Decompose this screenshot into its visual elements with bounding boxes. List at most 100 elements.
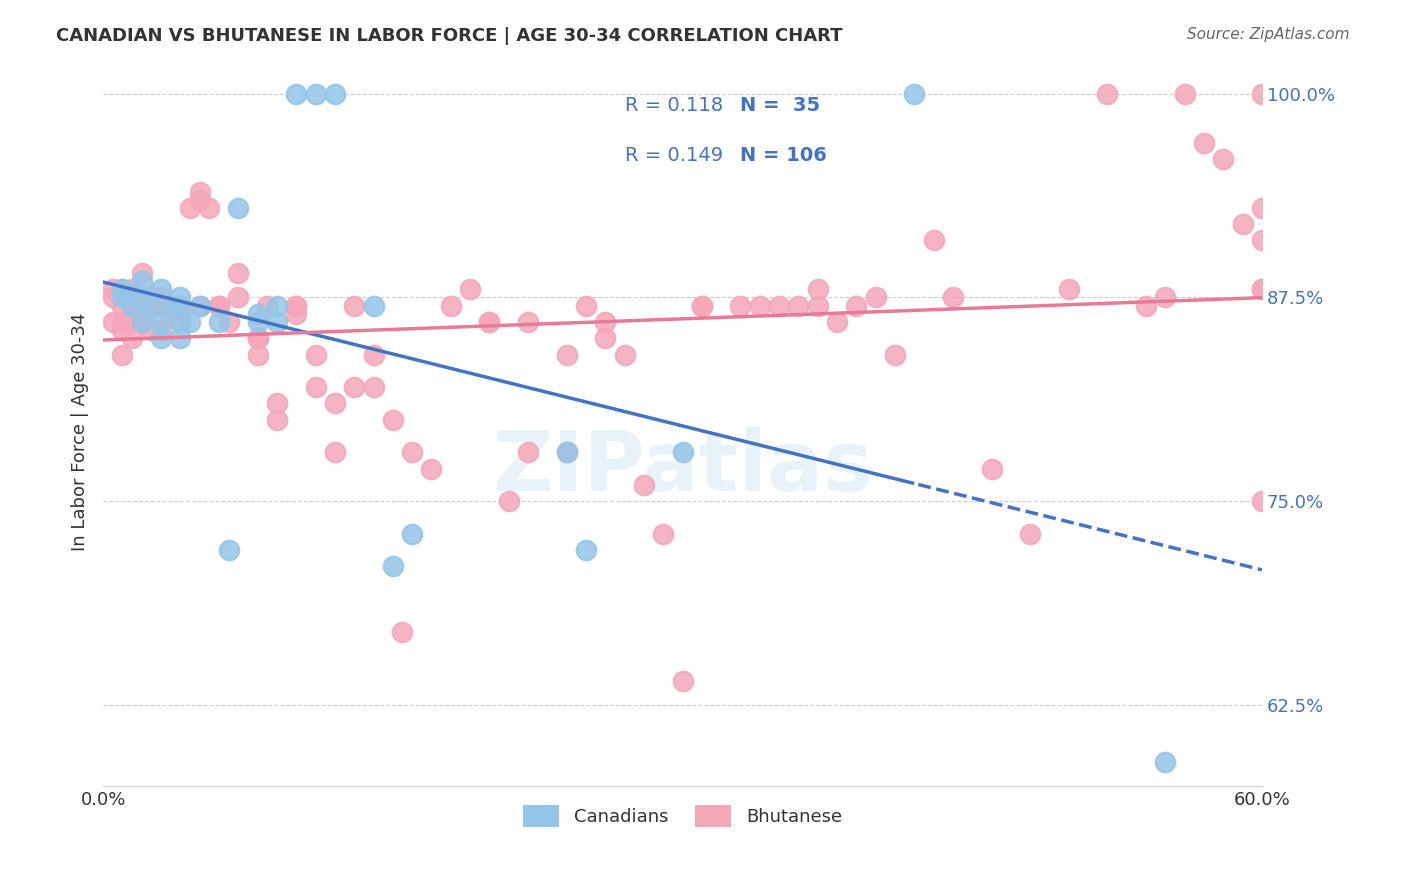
Bhutanese [1251, 282, 1274, 296]
Bhutanese [208, 299, 231, 313]
Bhutanese [363, 347, 385, 361]
Bhutanese [208, 299, 231, 313]
Canadians [150, 315, 173, 329]
Bhutanese [150, 291, 173, 305]
Bhutanese [131, 291, 153, 305]
Bhutanese [517, 445, 540, 459]
Bhutanese [150, 323, 173, 337]
Canadians [159, 299, 181, 313]
Bhutanese [131, 315, 153, 329]
Canadians [169, 331, 191, 345]
Bhutanese [131, 299, 153, 313]
Bhutanese [131, 266, 153, 280]
Bhutanese [121, 282, 143, 296]
Bhutanese [1251, 201, 1274, 215]
Bhutanese [884, 347, 907, 361]
Bhutanese [1192, 136, 1215, 150]
Bhutanese [787, 299, 810, 313]
Bhutanese [865, 291, 887, 305]
Bhutanese [363, 380, 385, 394]
Bhutanese [111, 291, 134, 305]
Bhutanese [246, 331, 269, 345]
Bhutanese [807, 282, 830, 296]
Bhutanese [246, 331, 269, 345]
Bhutanese [266, 396, 288, 410]
Canadians [169, 299, 191, 313]
Bhutanese [942, 291, 965, 305]
Bhutanese [1097, 87, 1119, 101]
Bhutanese [391, 624, 413, 639]
Y-axis label: In Labor Force | Age 30-34: In Labor Force | Age 30-34 [72, 313, 89, 551]
Bhutanese [111, 299, 134, 313]
Bhutanese [671, 673, 693, 688]
Bhutanese [169, 299, 191, 313]
Canadians [323, 87, 346, 101]
Bhutanese [922, 234, 945, 248]
Canadians [1154, 755, 1177, 769]
Bhutanese [980, 461, 1002, 475]
Canadians [266, 299, 288, 313]
Bhutanese [440, 299, 463, 313]
Bhutanese [198, 201, 221, 215]
Canadians [169, 291, 191, 305]
Canadians [169, 315, 191, 329]
Canadians [131, 315, 153, 329]
Canadians [671, 445, 693, 459]
Canadians [131, 291, 153, 305]
Bhutanese [633, 478, 655, 492]
Bhutanese [458, 282, 481, 296]
Bhutanese [159, 299, 181, 313]
Bhutanese [575, 299, 598, 313]
Bhutanese [690, 299, 713, 313]
Bhutanese [141, 299, 163, 313]
Bhutanese [285, 307, 308, 321]
Bhutanese [730, 299, 752, 313]
Bhutanese [517, 315, 540, 329]
Bhutanese [266, 413, 288, 427]
Canadians [381, 559, 404, 574]
Text: Source: ZipAtlas.com: Source: ZipAtlas.com [1187, 27, 1350, 42]
Bhutanese [593, 315, 616, 329]
Canadians [401, 526, 423, 541]
Bhutanese [381, 413, 404, 427]
Bhutanese [1251, 282, 1274, 296]
Bhutanese [807, 299, 830, 313]
Bhutanese [1057, 282, 1080, 296]
Bhutanese [228, 266, 250, 280]
Canadians [150, 331, 173, 345]
Bhutanese [169, 315, 191, 329]
Bhutanese [420, 461, 443, 475]
Bhutanese [343, 299, 366, 313]
Bhutanese [101, 282, 124, 296]
Bhutanese [478, 315, 501, 329]
Bhutanese [111, 323, 134, 337]
Canadians [150, 282, 173, 296]
Bhutanese [121, 299, 143, 313]
Text: N = 106: N = 106 [741, 146, 827, 165]
Bhutanese [825, 315, 848, 329]
Text: N =  35: N = 35 [741, 96, 821, 115]
Bhutanese [1251, 87, 1274, 101]
Text: R = 0.149: R = 0.149 [624, 146, 723, 165]
Bhutanese [555, 445, 578, 459]
Canadians [285, 87, 308, 101]
Canadians [208, 315, 231, 329]
Bhutanese [593, 331, 616, 345]
Canadians [131, 274, 153, 288]
Canadians [246, 315, 269, 329]
Canadians [555, 445, 578, 459]
Canadians [141, 299, 163, 313]
Text: CANADIAN VS BHUTANESE IN LABOR FORCE | AGE 30-34 CORRELATION CHART: CANADIAN VS BHUTANESE IN LABOR FORCE | A… [56, 27, 842, 45]
Bhutanese [121, 315, 143, 329]
Bhutanese [323, 445, 346, 459]
Canadians [266, 315, 288, 329]
Bhutanese [150, 299, 173, 313]
Canadians [218, 543, 240, 558]
Bhutanese [218, 315, 240, 329]
Canadians [111, 291, 134, 305]
Text: ZIPatlas: ZIPatlas [492, 427, 873, 508]
Bhutanese [748, 299, 770, 313]
Bhutanese [1019, 526, 1042, 541]
Bhutanese [111, 347, 134, 361]
Bhutanese [1174, 87, 1197, 101]
